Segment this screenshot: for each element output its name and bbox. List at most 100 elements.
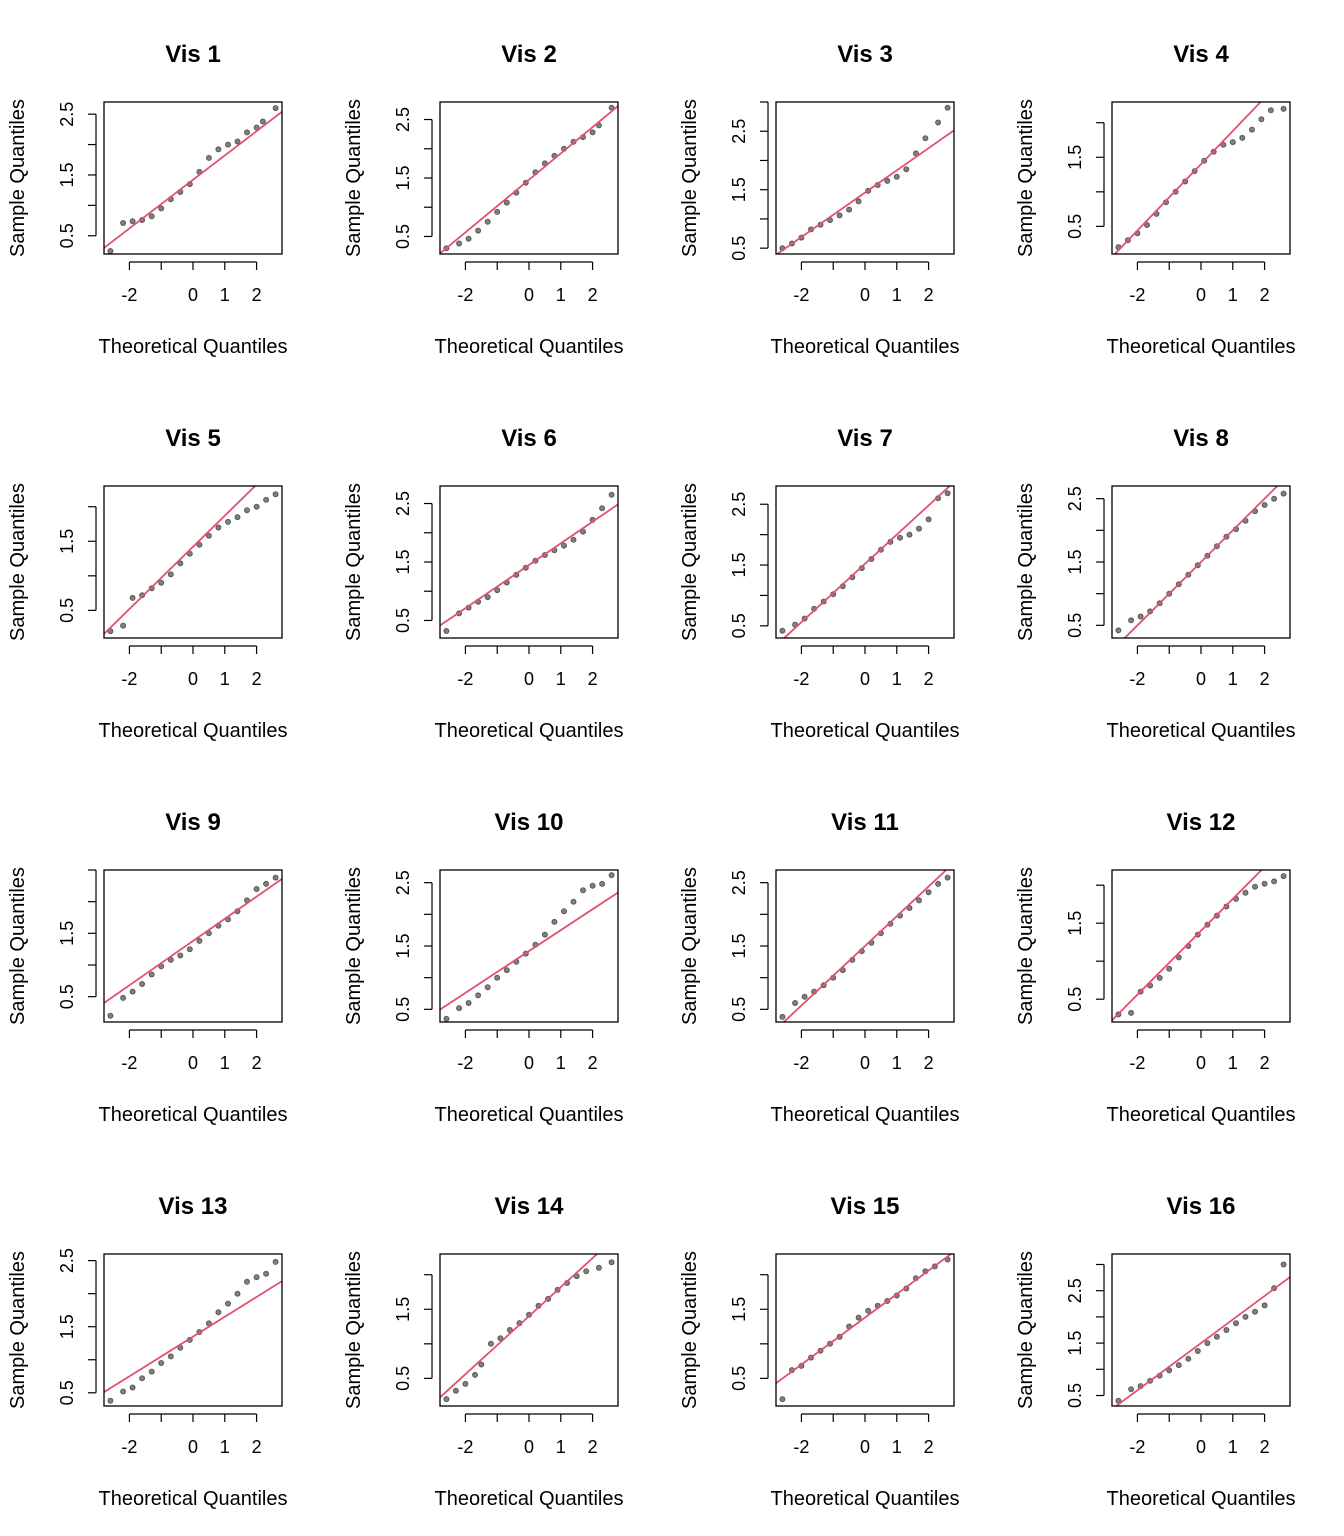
y-tick-label: 1.5 [393,1297,413,1322]
qq-point [148,971,155,978]
x-tick-label: -2 [457,1437,473,1457]
qq-point [456,240,463,247]
x-tick-label: -2 [793,1437,809,1457]
sample-points [107,1258,279,1404]
y-tick-label: 1.5 [1065,145,1085,170]
qq-point [925,516,932,523]
qq-panel-15: Vis 15 Theoretical Quantiles Sample Quanti… [679,1193,959,1510]
qq-panel-6: Vis 6 Theoretical Quantiles Sample Quantil… [343,425,623,742]
qq-point [272,874,279,881]
qq-point [177,952,184,959]
x-tick-label: 1 [892,1437,902,1457]
qq-point [452,1387,459,1394]
panel-title: Vis 12 [1167,809,1236,836]
x-tick-label: 0 [1196,285,1206,305]
sample-points [779,490,951,634]
x-axis-label: Theoretical Quantiles [771,1104,960,1126]
qq-point [443,1015,450,1022]
qq-point [855,198,862,205]
panel-title: Vis 13 [159,1193,228,1220]
qq-point [148,1368,155,1375]
qq-point [120,1388,127,1395]
qq-panel-5: Vis 5 Theoretical Quantiles Sample Quantil… [7,425,287,742]
qq-point [1223,1327,1230,1334]
qq-point [897,534,904,541]
qq-point [107,247,114,254]
qq-point [1271,878,1278,885]
x-tick-label: 2 [588,669,598,689]
y-tick-label: 2.5 [393,107,413,132]
qq-point [1267,107,1274,114]
y-tick-label: 0.5 [57,1380,77,1405]
qq-point [922,135,929,142]
qq-point [158,579,165,586]
qq-panel-13: Vis 13 Theoretical Quantiles Sample Quanti… [7,1193,287,1510]
qq-point [462,1380,469,1387]
sample-points [1115,105,1287,251]
plot-frame [1111,869,1291,1023]
x-tick-label: -2 [793,1053,809,1073]
x-tick-label: 0 [860,285,870,305]
qq-reference-line [782,870,948,1022]
qq-point [1261,501,1268,508]
qq-reference-line [104,1280,282,1393]
panel-title: Vis 5 [165,425,221,452]
qq-point [205,154,212,161]
qq-point [595,1264,602,1271]
qq-point [1128,617,1135,624]
y-tick-label: 1.5 [729,177,749,202]
x-tick-label: 2 [252,1437,262,1457]
y-tick-label: 1.5 [393,933,413,958]
y-axis-label: Sample Quantiles [1015,867,1037,1025]
qq-point [234,138,241,145]
qq-point [551,918,558,925]
qq-panel-14: Vis 14 Theoretical Quantiles Sample Quanti… [343,1193,623,1510]
plot-frame [775,1253,955,1407]
y-axis-label: Sample Quantiles [1015,483,1037,641]
qq-point [494,208,501,215]
qq-point [471,1371,478,1378]
qq-point [167,1353,174,1360]
qq-reference-line [104,110,282,249]
qq-point [253,1274,260,1281]
sample-points [443,1259,615,1403]
qq-point [503,199,510,206]
x-tick-label: 1 [1228,1437,1238,1457]
qq-point [925,889,932,896]
x-tick-label: 0 [860,1053,870,1073]
qq-point [935,119,942,126]
x-tick-label: -2 [121,1053,137,1073]
qq-point [1280,105,1287,112]
qq-reference-line [1123,486,1279,638]
qq-panel-1: Vis 1 Theoretical Quantiles Sample Quantil… [7,41,287,358]
qq-reference-line [776,1254,953,1385]
y-axis-label: Sample Quantiles [679,99,701,257]
qq-point [846,206,853,213]
qq-point [903,166,910,173]
y-tick-label: 0.5 [393,997,413,1022]
y-tick-label: 1.5 [57,529,77,554]
y-tick-label: 1.5 [729,552,749,577]
qq-point [465,1000,472,1007]
x-axis-label: Theoretical Quantiles [435,336,624,358]
qq-reference-line [440,1254,599,1399]
panel-title: Vis 16 [1167,1193,1236,1220]
qq-point [1194,1348,1201,1355]
qq-point [1242,889,1249,896]
x-tick-label: -2 [1129,669,1145,689]
qq-point [487,1340,494,1347]
plot-frame [439,101,619,255]
qq-point [836,212,843,219]
plot-frame [775,869,955,1023]
qq-point [234,514,241,521]
qq-point [1252,1308,1259,1315]
x-axis-label: Theoretical Quantiles [1107,1104,1296,1126]
qq-point [497,1335,504,1342]
x-tick-label: 1 [1228,285,1238,305]
x-tick-label: -2 [1129,285,1145,305]
qq-point [884,177,891,184]
qq-panel-12: Vis 12 Theoretical Quantiles Sample Quanti… [1015,809,1295,1126]
qq-point [263,496,270,503]
plot-frame [775,485,955,639]
y-axis-label: Sample Quantiles [679,867,701,1025]
